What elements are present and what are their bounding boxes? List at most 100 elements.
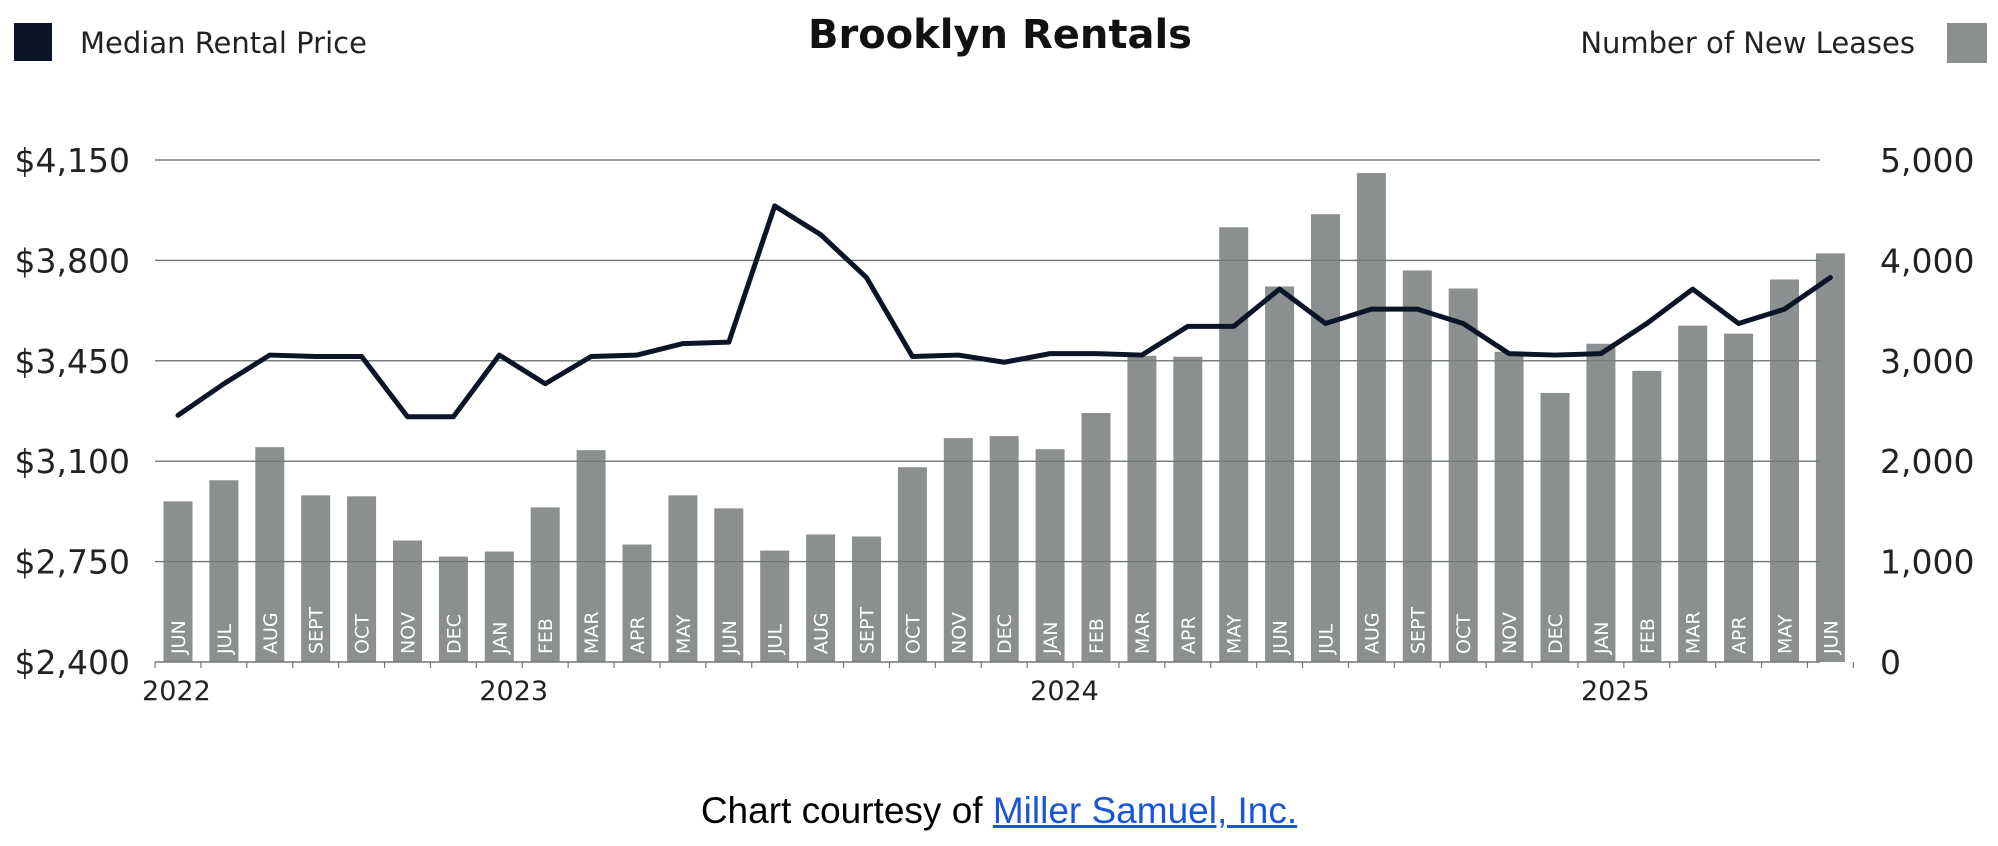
credit-prefix: Chart courtesy of <box>700 790 993 831</box>
month-label: OCT <box>1453 614 1475 654</box>
month-label: APR <box>1178 616 1200 654</box>
chart-title: Brooklyn Rentals <box>808 12 1192 58</box>
right-tick-label: 5,000 <box>1880 141 1974 180</box>
month-label: OCT <box>352 614 374 654</box>
bar-new-leases <box>1356 173 1386 662</box>
bar-new-leases <box>852 536 881 662</box>
month-label: SEPT <box>857 606 879 654</box>
month-label: JUN <box>719 620 741 655</box>
bar-new-leases <box>1448 288 1478 662</box>
bar-new-leases <box>897 467 927 662</box>
month-label: SEPT <box>1407 606 1429 654</box>
month-label: SEPT <box>306 606 328 654</box>
chart-credit: Chart courtesy of Miller Samuel, Inc. <box>0 790 1998 832</box>
month-label: JUN <box>1270 620 1292 655</box>
bar-new-leases <box>1311 214 1340 662</box>
year-label: 2023 <box>479 676 548 707</box>
bar-new-leases <box>1173 356 1203 662</box>
bar-new-leases <box>1770 279 1799 662</box>
legend-swatch-median <box>14 23 52 61</box>
month-label: NOV <box>1499 612 1521 654</box>
credit-link[interactable]: Miller Samuel, Inc. <box>992 790 1298 831</box>
bar-new-leases <box>714 508 744 662</box>
month-label: MAY <box>673 614 695 654</box>
month-label: JUL <box>1316 623 1338 655</box>
legend-swatch-leases <box>1947 23 1987 63</box>
bar-new-leases <box>622 544 652 662</box>
month-label: AUG <box>1361 612 1383 654</box>
bar-new-leases <box>1586 343 1616 662</box>
month-label: JUN <box>168 620 190 655</box>
bar-new-leases <box>1632 370 1662 662</box>
bar-new-leases <box>393 540 422 662</box>
month-label: MAY <box>1775 614 1797 654</box>
bar-new-leases <box>347 496 377 662</box>
month-label: OCT <box>902 614 924 654</box>
bars-new-leases <box>155 159 1845 662</box>
right-axis-ticks: 0 1,000 2,000 3,000 4,000 5,000 <box>1880 141 1974 682</box>
bar-new-leases <box>668 495 698 662</box>
bar-new-leases <box>1540 392 1570 662</box>
month-label: MAR <box>1683 611 1705 654</box>
bar-new-leases <box>1265 286 1295 662</box>
month-label: MAR <box>581 611 603 654</box>
right-tick-label: 0 <box>1880 643 1901 682</box>
legend-label-median: Median Rental Price <box>80 26 367 60</box>
month-label: APR <box>1729 616 1751 654</box>
month-label: FEB <box>1637 618 1659 654</box>
left-tick-label: $4,150 <box>15 141 130 180</box>
chart-canvas: Brooklyn Rentals Median Rental Price Num… <box>14 12 1987 707</box>
bar-new-leases <box>760 550 790 662</box>
bar-new-leases <box>1081 413 1111 662</box>
month-label: AUG <box>811 612 833 654</box>
legend-label-leases: Number of New Leases <box>1580 26 1915 60</box>
bar-new-leases <box>943 438 973 662</box>
month-label: JAN <box>489 622 511 655</box>
bar-new-leases <box>301 495 331 662</box>
month-label: AUG <box>260 612 282 654</box>
year-label: 2025 <box>1581 676 1650 707</box>
month-label: FEB <box>535 618 557 654</box>
legend-median-rental-price: Median Rental Price <box>14 23 367 61</box>
month-label: JUN <box>1820 620 1842 655</box>
left-tick-label: $3,450 <box>15 342 130 381</box>
bar-new-leases <box>438 556 468 662</box>
bar-new-leases <box>163 501 193 662</box>
bar-new-leases <box>1035 449 1065 662</box>
bar-new-leases <box>1815 253 1845 662</box>
bar-new-leases <box>530 507 560 662</box>
right-tick-label: 1,000 <box>1880 543 1974 582</box>
bar-new-leases <box>484 551 514 662</box>
right-tick-label: 3,000 <box>1880 342 1974 381</box>
month-label: JUL <box>765 623 787 655</box>
year-label: 2024 <box>1030 676 1099 707</box>
year-label: 2022 <box>142 676 211 707</box>
bar-new-leases <box>255 447 285 662</box>
legend-new-leases: Number of New Leases <box>1580 23 1987 63</box>
month-labels: JUN JUL AUG SEPT OCT NOV DEC JAN FEB MAR APR MAY JUN… <box>168 606 1842 655</box>
month-label: DEC <box>443 614 465 654</box>
month-label: NOV <box>398 612 420 654</box>
left-tick-label: $3,800 <box>15 241 130 280</box>
bar-new-leases <box>1402 270 1432 662</box>
month-label: MAY <box>1224 614 1246 654</box>
bar-new-leases <box>989 436 1019 662</box>
bar-new-leases <box>1127 355 1157 662</box>
bar-new-leases <box>806 534 836 662</box>
month-label: JUL <box>214 623 236 655</box>
left-tick-label: $2,750 <box>15 543 130 582</box>
month-label: MAR <box>1132 611 1154 654</box>
left-tick-label: $3,100 <box>15 442 130 481</box>
line-median-price <box>175 203 1833 420</box>
month-label: JAN <box>1040 622 1062 655</box>
month-label: FEB <box>1086 618 1108 654</box>
month-label: NOV <box>948 612 970 654</box>
year-labels: 2022 2023 2024 2025 <box>142 676 1650 707</box>
month-label: APR <box>627 616 649 654</box>
bar-new-leases <box>1724 333 1754 662</box>
bar-new-leases <box>1494 351 1524 662</box>
bar-new-leases <box>1219 227 1249 662</box>
right-tick-label: 4,000 <box>1880 241 1974 280</box>
bar-new-leases <box>576 450 606 662</box>
month-label: JAN <box>1591 622 1613 655</box>
